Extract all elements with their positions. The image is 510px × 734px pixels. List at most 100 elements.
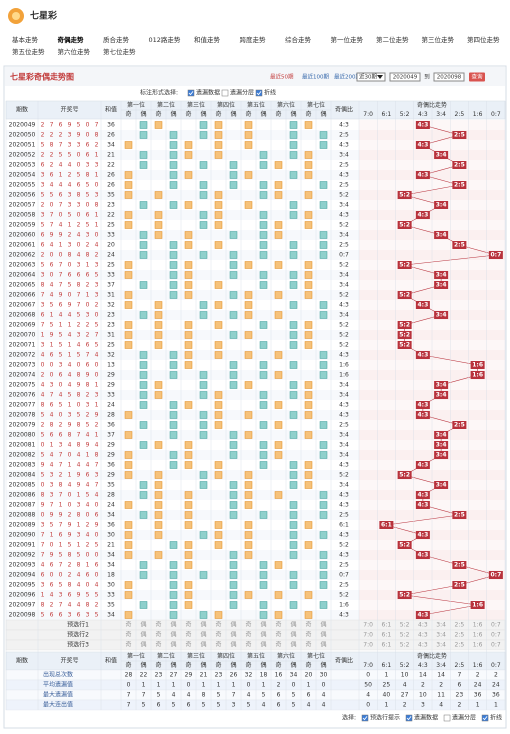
issue: 2020081 xyxy=(9,442,36,449)
trend-label: 3:4 xyxy=(436,282,447,289)
digit: 6 xyxy=(59,432,63,439)
digit: 3 xyxy=(95,392,99,399)
nav-link[interactable]: 012路走势 xyxy=(149,35,181,44)
row-bg xyxy=(6,120,505,130)
digit: 2 xyxy=(59,132,63,139)
digit: 0 xyxy=(77,212,81,219)
nav-link[interactable]: 第四位走势 xyxy=(467,35,500,44)
nav-link[interactable]: 第一位走势 xyxy=(331,35,364,44)
sum: 28 xyxy=(107,412,115,419)
nav-link[interactable]: 第五位走势 xyxy=(12,47,45,56)
odd-mark xyxy=(304,401,313,409)
even-mark xyxy=(319,361,328,369)
to-input[interactable] xyxy=(433,72,465,82)
digit: 0 xyxy=(59,382,63,389)
digit: 3 xyxy=(68,612,72,619)
nav-link[interactable]: 第七位走势 xyxy=(103,47,136,56)
digit: 8 xyxy=(59,482,63,489)
stats-value: 7 xyxy=(457,672,461,679)
query-button[interactable] xyxy=(469,72,485,82)
sum: 32 xyxy=(107,352,115,359)
nav-link[interactable]: 综合走势 xyxy=(285,35,312,44)
even-mark xyxy=(289,171,298,179)
nav-link[interactable]: 基本走势 xyxy=(12,35,39,44)
ratio: 4:3 xyxy=(339,412,349,419)
even-mark xyxy=(229,171,238,179)
recent-link[interactable]: 最近50期 xyxy=(270,73,294,81)
digit: 5 xyxy=(41,452,45,459)
digit: 5 xyxy=(41,222,45,229)
odd-mark xyxy=(184,171,193,179)
nav-link[interactable]: 第三位走势 xyxy=(422,35,455,44)
odd-mark xyxy=(154,471,163,479)
digit: 3 xyxy=(50,492,54,499)
ratio: 4:3 xyxy=(339,122,349,129)
option-checkbox[interactable] xyxy=(221,89,229,97)
even-mark xyxy=(199,161,208,169)
stats-value: 14 xyxy=(419,672,427,679)
odd-mark xyxy=(244,291,253,299)
digit: 4 xyxy=(68,442,72,449)
even-mark xyxy=(319,421,328,429)
recent-link[interactable]: 最近200期 xyxy=(334,73,361,81)
even-mark xyxy=(229,291,238,299)
preselect-cell: 偶 xyxy=(260,621,266,629)
odd-mark xyxy=(184,401,193,409)
trend-label: 3:4 xyxy=(436,432,447,439)
digit: 1 xyxy=(59,502,63,509)
odd-mark xyxy=(244,481,253,489)
odd-mark xyxy=(274,441,283,449)
footer-checkbox[interactable] xyxy=(443,714,451,722)
even-mark xyxy=(319,201,328,209)
odd-mark xyxy=(184,491,193,499)
footer-checkbox[interactable] xyxy=(361,714,369,722)
header-ratio-col: 5:2 xyxy=(400,662,410,669)
ratio: 2:5 xyxy=(339,582,349,589)
even-mark xyxy=(319,581,328,589)
odd-mark xyxy=(184,441,193,449)
ratio: 6:1 xyxy=(339,522,349,529)
nav-link[interactable]: 第六位走势 xyxy=(58,47,91,56)
nav-link[interactable]: 质合走势 xyxy=(103,35,130,44)
digit: 3 xyxy=(95,162,99,169)
even-mark xyxy=(259,421,268,429)
option-checkbox[interactable] xyxy=(187,89,195,97)
digit: 3 xyxy=(77,142,81,149)
even-mark xyxy=(199,431,208,439)
trend-label: 4:3 xyxy=(418,532,429,539)
stats-value: 5 xyxy=(202,702,206,709)
footer-checkbox[interactable] xyxy=(481,714,489,722)
footer-checkbox-tick xyxy=(362,716,368,721)
trend-label: 2:5 xyxy=(454,512,465,519)
digit: 4 xyxy=(77,572,81,579)
stats-label: 平均遗漏值 xyxy=(43,681,73,689)
from-input[interactable] xyxy=(389,72,421,82)
digit: 3 xyxy=(95,282,99,289)
preselect-cell: 奇 xyxy=(215,641,221,649)
odd-mark xyxy=(214,191,223,199)
period-select[interactable] xyxy=(356,72,386,82)
row-bg xyxy=(6,450,505,460)
nav-link[interactable]: 和值走势 xyxy=(194,35,221,44)
stats-value: 3 xyxy=(232,702,236,709)
digit: 9 xyxy=(50,232,54,239)
header-parity: 偶 xyxy=(320,110,326,118)
row-bg xyxy=(6,280,505,290)
even-mark xyxy=(169,281,178,289)
digit: 6 xyxy=(86,572,90,579)
digit: 4 xyxy=(41,382,45,389)
nav-link[interactable]: 奇偶走势 xyxy=(58,35,85,44)
footer-checkbox[interactable] xyxy=(405,714,413,722)
digit: 6 xyxy=(86,342,90,349)
ratio: 5:2 xyxy=(339,342,349,349)
even-mark xyxy=(289,271,298,279)
even-mark xyxy=(229,161,238,169)
even-mark xyxy=(319,511,328,519)
nav-link[interactable]: 第二位走势 xyxy=(376,35,409,44)
digit: 0 xyxy=(41,362,45,369)
preselect-ratio: 4:3 xyxy=(418,622,428,629)
stats-value: 5 xyxy=(292,692,296,699)
nav-link[interactable]: 跨度走势 xyxy=(240,35,267,44)
option-checkbox[interactable] xyxy=(255,89,263,97)
recent-link[interactable]: 最近100期 xyxy=(302,73,329,81)
